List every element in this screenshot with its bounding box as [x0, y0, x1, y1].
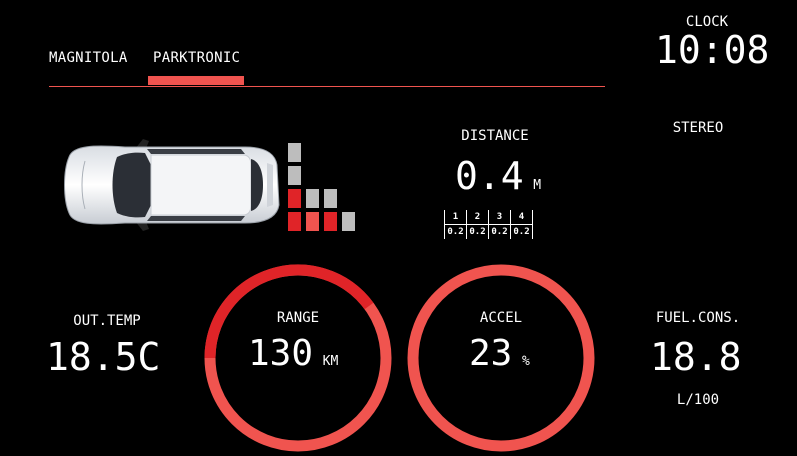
tab-active-indicator	[148, 76, 244, 85]
accel-unit: %	[522, 354, 530, 369]
clock-time: 10:08	[655, 28, 770, 72]
clock-label: CLOCK	[685, 14, 729, 30]
tab-parktronic[interactable]: PARKTRONIC	[153, 50, 241, 66]
sensor-bar	[324, 189, 337, 208]
range-label: RANGE	[276, 310, 320, 326]
distance-value-group: 0.4 M	[455, 154, 541, 198]
sensor-value: 0.2	[466, 224, 489, 239]
sensor-bar	[342, 212, 355, 231]
car-top-view	[64, 139, 280, 231]
stereo-label: STEREO	[672, 120, 724, 136]
range-gauge	[204, 264, 392, 452]
distance-label: DISTANCE	[461, 128, 529, 144]
range-unit: KM	[322, 354, 339, 369]
sensor-bar	[288, 189, 301, 208]
sensor-value-row: 0.2 0.2 0.2 0.2	[444, 224, 533, 239]
accel-gauge	[407, 264, 595, 452]
fuel-unit: L/100	[676, 392, 720, 408]
fuel-label: FUEL.CONS.	[655, 310, 741, 326]
sensor-bar	[306, 212, 319, 231]
sensor-id: 2	[466, 210, 489, 225]
sensor-id: 4	[510, 210, 533, 225]
range-value: 130	[248, 333, 314, 374]
accel-value: 23	[469, 333, 513, 374]
sensor-bar	[288, 143, 301, 162]
sensor-value: 0.2	[510, 224, 533, 239]
sensor-value: 0.2	[444, 224, 467, 239]
out-temp-label: OUT.TEMP	[73, 313, 141, 329]
range-value-group: 130 KM	[248, 333, 338, 374]
sensor-id-row: 1 2 3 4	[444, 210, 533, 225]
tab-magnitola[interactable]: MAGNITOLA	[49, 50, 128, 66]
sensor-id: 1	[444, 210, 467, 225]
sensor-value: 0.2	[488, 224, 511, 239]
distance-value: 0.4	[455, 154, 524, 198]
sensor-bar	[288, 212, 301, 231]
sensor-bar	[288, 166, 301, 185]
out-temp-value: 18.5C	[46, 335, 161, 379]
tab-underline	[49, 86, 605, 87]
sensor-id: 3	[488, 210, 511, 225]
accel-value-group: 23 %	[469, 333, 530, 374]
fuel-value: 18.8	[650, 335, 742, 379]
accel-label: ACCEL	[479, 310, 523, 326]
distance-unit: M	[533, 178, 542, 193]
sensor-bar	[324, 212, 337, 231]
sensor-table: 1 2 3 4 0.2 0.2 0.2 0.2	[444, 210, 533, 239]
sensor-bar	[306, 189, 319, 208]
